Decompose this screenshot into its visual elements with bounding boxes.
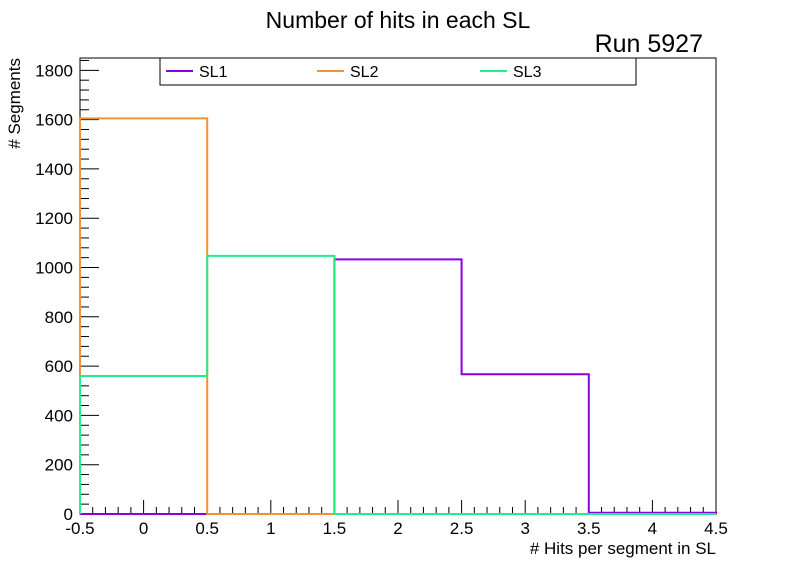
x-tick-label: -0.5 <box>65 519 94 538</box>
y-tick-label: 1600 <box>35 111 73 130</box>
legend-box <box>159 57 637 86</box>
y-tick-label: 800 <box>45 308 73 327</box>
x-tick-label: 4 <box>648 519 657 538</box>
series-lines <box>79 117 717 515</box>
x-tick-label: 3.5 <box>577 519 601 538</box>
x-tick-label: 2 <box>393 519 402 538</box>
x-tick-label: 1 <box>266 519 275 538</box>
x-axis-tick-labels: -0.5 0 0.5 1 1.5 2 2.5 3 3.5 4 4.5 <box>65 519 727 538</box>
y-tick-label: 200 <box>45 456 73 475</box>
y-axis-title: # Segments <box>5 58 24 149</box>
y-tick-label: 0 <box>64 505 73 524</box>
x-axis-title: # Hits per segment in SL <box>530 539 716 558</box>
legend-label-sl3: SL3 <box>513 64 542 81</box>
y-tick-label: 400 <box>45 406 73 425</box>
series-line-sl2 <box>79 117 716 515</box>
y-tick-label: 600 <box>45 357 73 376</box>
y-tick-label: 1800 <box>35 61 73 80</box>
y-tick-label: 1200 <box>35 209 73 228</box>
series-line-sl3 <box>79 254 716 515</box>
x-tick-label: 4.5 <box>704 519 728 538</box>
y-axis-tick-labels: 0 200 400 600 800 1000 1200 1400 1600 1800 <box>35 61 73 524</box>
y-tick-label: 1000 <box>35 259 73 278</box>
x-tick-label: 1.5 <box>323 519 347 538</box>
x-tick-label: 2.5 <box>450 519 474 538</box>
chart-title: Number of hits in each SL <box>266 7 531 33</box>
x-tick-label: 3 <box>520 519 529 538</box>
legend-label-sl1: SL1 <box>199 64 228 81</box>
legend-label-sl2: SL2 <box>350 64 379 81</box>
run-label: Run 5927 <box>595 30 703 58</box>
axis-ticks <box>79 59 717 515</box>
x-tick-label: 0 <box>139 519 148 538</box>
y-tick-label: 1400 <box>35 160 73 179</box>
x-tick-label: 0.5 <box>195 519 219 538</box>
series-line-sl1 <box>80 258 717 515</box>
plot-frame <box>79 57 717 515</box>
legend: SL1 SL2 SL3 <box>159 57 637 86</box>
